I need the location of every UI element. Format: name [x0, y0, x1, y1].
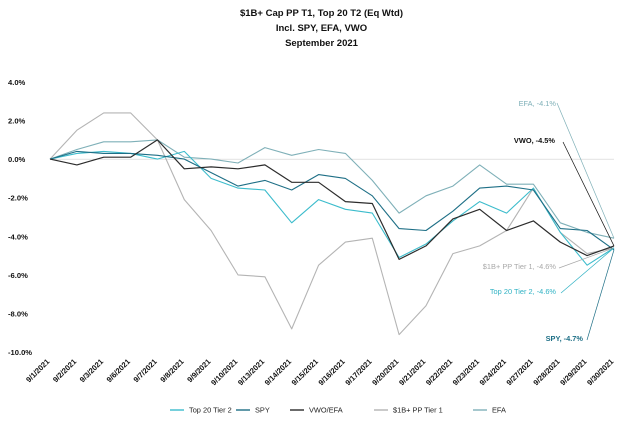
legend-label: $1B+ PP Tier 1 [393, 406, 443, 415]
x-tick-label: 9/15/2021 [290, 357, 321, 388]
x-tick-label: 9/13/2021 [236, 357, 267, 388]
x-tick-label: 9/24/2021 [478, 357, 509, 388]
annotation-leader-line [562, 141, 615, 247]
annotation-label: $1B+ PP Tier 1, -4.6% [483, 262, 557, 271]
x-tick-label: 9/28/2021 [531, 357, 562, 388]
annotation-label: Top 20 Tier 2, -4.6% [490, 287, 557, 296]
x-tick-label: 9/2/2021 [51, 357, 79, 385]
legend-label: Top 20 Tier 2 [189, 406, 232, 415]
x-tick-label: 9/30/2021 [585, 357, 616, 388]
chart-subtitle: Incl. SPY, EFA, VWO [275, 23, 368, 34]
x-tick-label: 9/10/2021 [209, 357, 240, 388]
x-tick-label: 9/21/2021 [397, 357, 428, 388]
annotation-leader-line [556, 102, 615, 239]
y-tick-label: 4.0% [8, 78, 26, 87]
y-tick-label: -8.0% [8, 309, 28, 318]
x-tick-label: 9/8/2021 [158, 357, 186, 385]
series-line [49, 150, 615, 251]
x-tick-label: 9/27/2021 [505, 357, 536, 388]
x-tick-label: 9/29/2021 [558, 357, 589, 388]
x-tick-label: 9/20/2021 [370, 357, 401, 388]
x-tick-label: 9/16/2021 [317, 357, 348, 388]
y-tick-label: -10.0% [8, 348, 32, 357]
annotation-label: VWO, -4.5% [514, 136, 555, 145]
chart-title: $1B+ Cap PP T1, Top 20 T2 (Eq Wtd) [239, 8, 404, 19]
x-tick-label: 9/6/2021 [105, 357, 133, 385]
legend-label: EFA [492, 406, 506, 415]
x-tick-label: 9/7/2021 [132, 357, 160, 385]
x-tick-label: 9/3/2021 [78, 357, 106, 385]
y-tick-label: 2.0% [8, 117, 26, 126]
series-line [49, 139, 615, 239]
chart-period: September 2021 [285, 38, 358, 49]
x-tick-label: 9/22/2021 [424, 357, 455, 388]
annotation-leader-line [586, 249, 615, 341]
annotation-leader-line [558, 247, 615, 269]
legend-label: VWO/EFA [309, 406, 343, 415]
y-tick-label: -4.0% [8, 232, 28, 241]
y-tick-label: 0.0% [8, 155, 26, 164]
annotation-label: EFA, -4.1% [519, 99, 557, 108]
x-tick-label: 9/1/2021 [24, 357, 52, 385]
series-line [49, 112, 615, 336]
series-line [49, 139, 615, 260]
y-tick-label: -2.0% [8, 194, 28, 203]
y-tick-label: -6.0% [8, 271, 28, 280]
x-tick-label: 9/14/2021 [263, 357, 294, 388]
annotation-label: SPY, -4.7% [546, 334, 584, 343]
x-tick-label: 9/23/2021 [451, 357, 482, 388]
series-line [49, 150, 615, 266]
x-tick-label: 9/17/2021 [343, 357, 374, 388]
annotation-leader-line [560, 247, 615, 294]
legend-label: SPY [255, 406, 270, 415]
